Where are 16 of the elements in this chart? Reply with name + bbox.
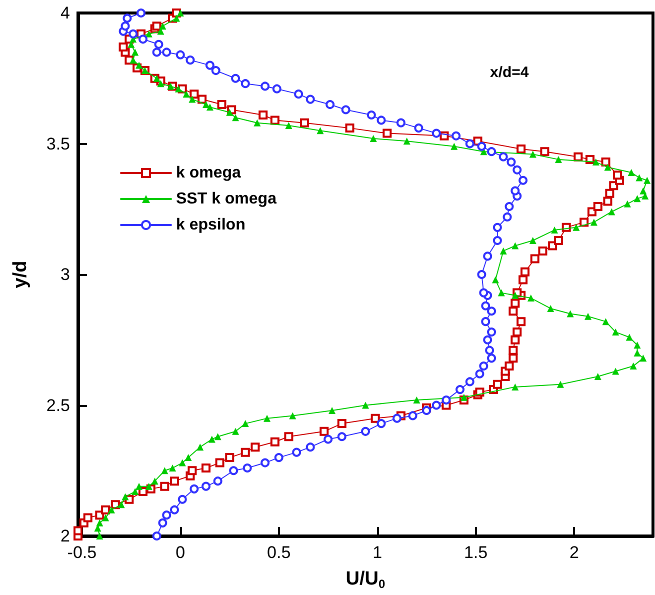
y-tick-label: 3 bbox=[60, 265, 70, 284]
y-tick-label: 3.5 bbox=[46, 134, 70, 154]
x-tick-label: 1.5 bbox=[464, 543, 488, 562]
x-tick-label: 2 bbox=[570, 543, 579, 562]
legend-label: k omega bbox=[176, 164, 242, 182]
legend-label: k epsilon bbox=[176, 216, 246, 234]
y-tick-label: 2.5 bbox=[46, 396, 70, 415]
annotation: x/d=4 bbox=[490, 64, 530, 81]
x-tick-label: 0.5 bbox=[267, 543, 291, 562]
x-tick-label: 1 bbox=[372, 543, 382, 562]
x-tick-label: -0.5 bbox=[67, 543, 97, 562]
legend-label: SST k omega bbox=[176, 190, 277, 208]
y-tick-label: 4 bbox=[60, 4, 70, 22]
y-axis-title: y/d bbox=[10, 260, 31, 288]
y-tick-label: 2 bbox=[60, 526, 70, 546]
x-tick-label: 0 bbox=[176, 543, 186, 562]
